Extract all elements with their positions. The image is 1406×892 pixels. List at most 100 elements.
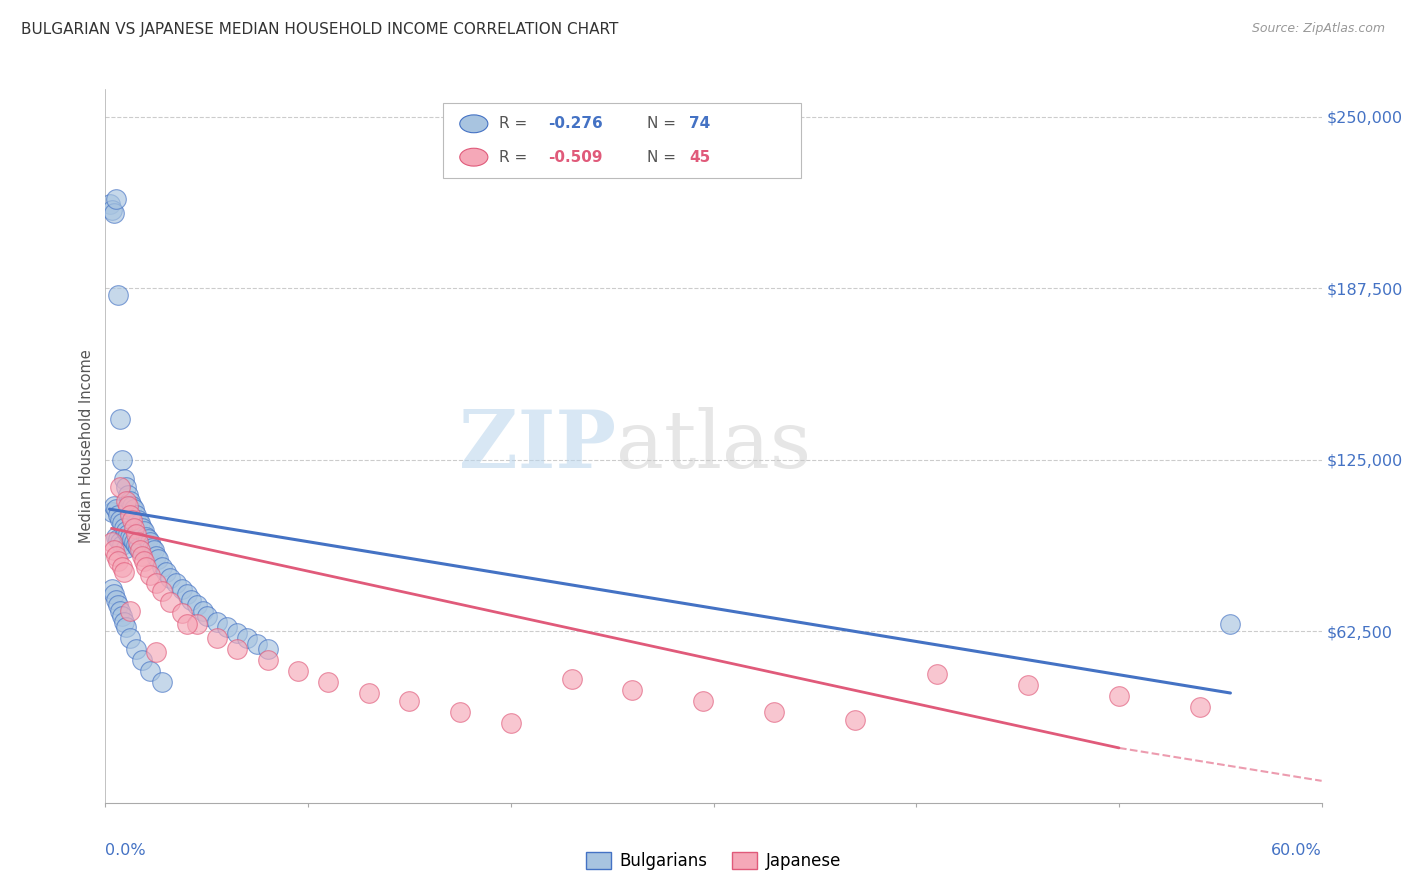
Point	[205, 631, 228, 645]
Point	[107, 288, 129, 302]
Point	[111, 452, 134, 467]
Point	[180, 592, 202, 607]
Point	[155, 566, 177, 580]
Point	[692, 694, 714, 708]
Point	[114, 541, 136, 555]
Point	[176, 587, 198, 601]
Point	[131, 521, 153, 535]
Point	[100, 202, 122, 217]
Point	[844, 714, 866, 728]
Point	[100, 535, 122, 549]
Text: ZIP: ZIP	[460, 407, 616, 485]
Point	[172, 582, 194, 596]
Point	[107, 598, 129, 612]
Point	[121, 513, 143, 527]
Y-axis label: Median Household Income: Median Household Income	[79, 349, 94, 543]
Text: R =: R =	[499, 150, 533, 165]
Point	[107, 508, 129, 522]
Point	[449, 705, 471, 719]
Point	[1189, 699, 1212, 714]
Point	[139, 535, 162, 549]
Point	[111, 538, 134, 552]
Point	[159, 595, 181, 609]
Point	[398, 694, 420, 708]
Point	[145, 645, 167, 659]
Text: -0.509: -0.509	[548, 150, 603, 165]
Point	[108, 411, 131, 425]
Point	[121, 500, 143, 514]
Point	[217, 620, 239, 634]
Point	[129, 543, 152, 558]
Point	[104, 192, 127, 206]
Point	[127, 513, 149, 527]
Point	[118, 604, 141, 618]
Point	[146, 551, 169, 566]
Point	[118, 508, 141, 522]
Point	[118, 631, 141, 645]
Point	[499, 716, 522, 731]
Point	[186, 617, 208, 632]
Text: N =: N =	[647, 116, 681, 131]
Point	[139, 664, 162, 678]
Point	[125, 642, 148, 657]
Point	[122, 502, 145, 516]
Point	[186, 598, 208, 612]
Point	[145, 549, 167, 563]
Text: 60.0%: 60.0%	[1271, 843, 1322, 858]
Point	[125, 508, 148, 522]
Point	[111, 516, 134, 530]
Text: 74: 74	[689, 116, 710, 131]
Point	[763, 705, 786, 719]
Point	[287, 664, 309, 678]
Point	[561, 673, 583, 687]
Point	[112, 521, 135, 535]
Point	[112, 472, 135, 486]
Point	[125, 526, 148, 541]
Point	[114, 494, 136, 508]
Point	[117, 500, 139, 514]
Point	[127, 535, 149, 549]
Point	[1108, 689, 1130, 703]
Point	[143, 543, 166, 558]
Point	[98, 197, 121, 211]
Point	[114, 480, 136, 494]
Point	[191, 604, 214, 618]
Point	[121, 533, 143, 547]
Point	[118, 494, 141, 508]
Point	[129, 516, 152, 530]
Point	[112, 566, 135, 580]
Point	[104, 530, 127, 544]
Point	[135, 559, 157, 574]
Point	[111, 559, 134, 574]
Point	[357, 686, 380, 700]
Point	[139, 568, 162, 582]
Point	[108, 513, 131, 527]
Point	[103, 500, 125, 514]
Point	[112, 615, 135, 629]
Point	[111, 609, 134, 624]
Point	[107, 554, 129, 568]
Point	[136, 533, 159, 547]
Point	[150, 584, 173, 599]
Point	[256, 642, 278, 657]
Point	[107, 533, 129, 547]
Point	[108, 480, 131, 494]
Point	[103, 587, 125, 601]
Text: 45: 45	[689, 150, 710, 165]
Point	[100, 505, 122, 519]
Legend: Bulgarians, Japanese: Bulgarians, Japanese	[579, 845, 848, 877]
Point	[135, 530, 157, 544]
Point	[117, 526, 139, 541]
Point	[176, 617, 198, 632]
Point	[226, 642, 249, 657]
Point	[103, 205, 125, 219]
Point	[132, 524, 155, 538]
Point	[104, 502, 127, 516]
Point	[108, 535, 131, 549]
Point	[104, 549, 127, 563]
Text: R =: R =	[499, 116, 533, 131]
Text: atlas: atlas	[616, 407, 811, 485]
Point	[100, 582, 122, 596]
Point	[104, 592, 127, 607]
Text: N =: N =	[647, 150, 681, 165]
